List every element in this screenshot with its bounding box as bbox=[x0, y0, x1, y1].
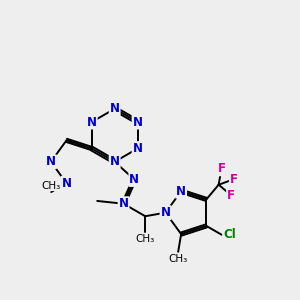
Text: N: N bbox=[46, 155, 56, 168]
Text: N: N bbox=[87, 116, 97, 128]
Text: CH₃: CH₃ bbox=[136, 235, 155, 244]
Text: N: N bbox=[176, 185, 186, 198]
Text: N: N bbox=[133, 142, 142, 155]
Text: N: N bbox=[118, 197, 129, 210]
Text: N: N bbox=[61, 177, 71, 190]
Text: N: N bbox=[110, 155, 120, 168]
Text: CH₃: CH₃ bbox=[42, 181, 61, 190]
Text: CH₃: CH₃ bbox=[169, 254, 188, 264]
Text: N: N bbox=[160, 206, 171, 219]
Text: F: F bbox=[227, 189, 235, 202]
Text: Cl: Cl bbox=[223, 228, 236, 241]
Text: N: N bbox=[129, 173, 140, 186]
Text: F: F bbox=[218, 162, 225, 175]
Text: F: F bbox=[230, 173, 238, 186]
Text: N: N bbox=[133, 116, 142, 128]
Text: N: N bbox=[110, 102, 120, 115]
